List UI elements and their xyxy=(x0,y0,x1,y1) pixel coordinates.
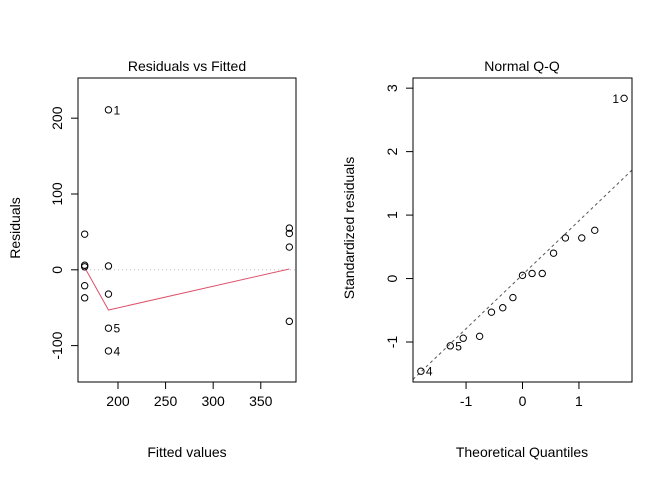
data-point xyxy=(80,282,89,290)
plot-lines xyxy=(413,169,632,381)
data-point xyxy=(285,243,294,251)
data-point xyxy=(499,304,507,312)
data-point xyxy=(591,226,599,235)
qq-reference-line xyxy=(413,169,632,381)
normal-qq-panel: Normal Q-Q Theoretical Quantiles Standar… xyxy=(341,58,633,460)
data-point xyxy=(578,234,586,242)
data-point xyxy=(509,293,517,302)
x-tick-label: 300 xyxy=(201,393,225,409)
y-tick-label: 0 xyxy=(49,266,65,274)
point-label: 5 xyxy=(455,339,462,353)
y-tick-label: 0 xyxy=(384,274,400,282)
point-label: 4 xyxy=(113,344,120,358)
y-tick-label: 200 xyxy=(49,106,65,130)
data-point xyxy=(104,106,113,114)
panel-title: Normal Q-Q xyxy=(484,58,560,74)
data-point xyxy=(104,324,113,332)
point-label: 5 xyxy=(113,322,120,336)
data-point xyxy=(80,294,89,302)
y-tick-label: 100 xyxy=(49,182,65,206)
data-point xyxy=(104,262,113,270)
y-tick-label: -1 xyxy=(384,336,400,349)
data-point xyxy=(80,230,89,238)
point-label: 4 xyxy=(426,365,433,379)
plot-lines xyxy=(78,267,296,311)
data-point xyxy=(538,269,546,278)
data-point xyxy=(487,308,496,316)
x-tick-label: 1 xyxy=(575,393,583,409)
plot-frame xyxy=(77,77,297,383)
x-tick-label: -1 xyxy=(460,393,473,409)
data-point xyxy=(475,332,484,341)
data-point xyxy=(459,334,467,342)
x-tick-label: 200 xyxy=(106,393,130,409)
data-point xyxy=(285,224,294,232)
data-point xyxy=(285,229,294,238)
y-tick-label: 1 xyxy=(384,211,400,219)
y-axis-title: Residuals xyxy=(7,197,23,258)
panel-title: Residuals vs Fitted xyxy=(128,58,246,74)
data-point xyxy=(285,317,294,326)
x-axis-title: Fitted values xyxy=(147,444,226,460)
data-point xyxy=(561,234,570,242)
smooth-trend-line xyxy=(84,267,290,311)
residuals-vs-fitted-panel: Residuals vs Fitted Fitted values Residu… xyxy=(7,58,297,460)
y-axis-title: Standardized residuals xyxy=(341,157,357,299)
data-point xyxy=(104,347,113,355)
data-point xyxy=(620,94,628,103)
data-point xyxy=(446,342,454,350)
data-point xyxy=(417,367,425,375)
data-point xyxy=(104,290,113,298)
x-axis-title: Theoretical Quantiles xyxy=(456,444,588,460)
data-point xyxy=(549,249,558,257)
plot-frame xyxy=(412,77,633,383)
point-label: 1 xyxy=(612,92,619,106)
x-tick-label: 0 xyxy=(519,393,527,409)
data-point xyxy=(528,269,536,278)
data-point xyxy=(518,271,527,280)
y-tick-label: -100 xyxy=(49,331,65,359)
y-tick-label: 3 xyxy=(384,84,400,92)
point-label: 1 xyxy=(113,103,120,117)
y-tick-label: 2 xyxy=(384,148,400,156)
data-point xyxy=(80,263,89,271)
x-tick-label: 250 xyxy=(154,393,178,409)
x-tick-label: 350 xyxy=(249,393,273,409)
